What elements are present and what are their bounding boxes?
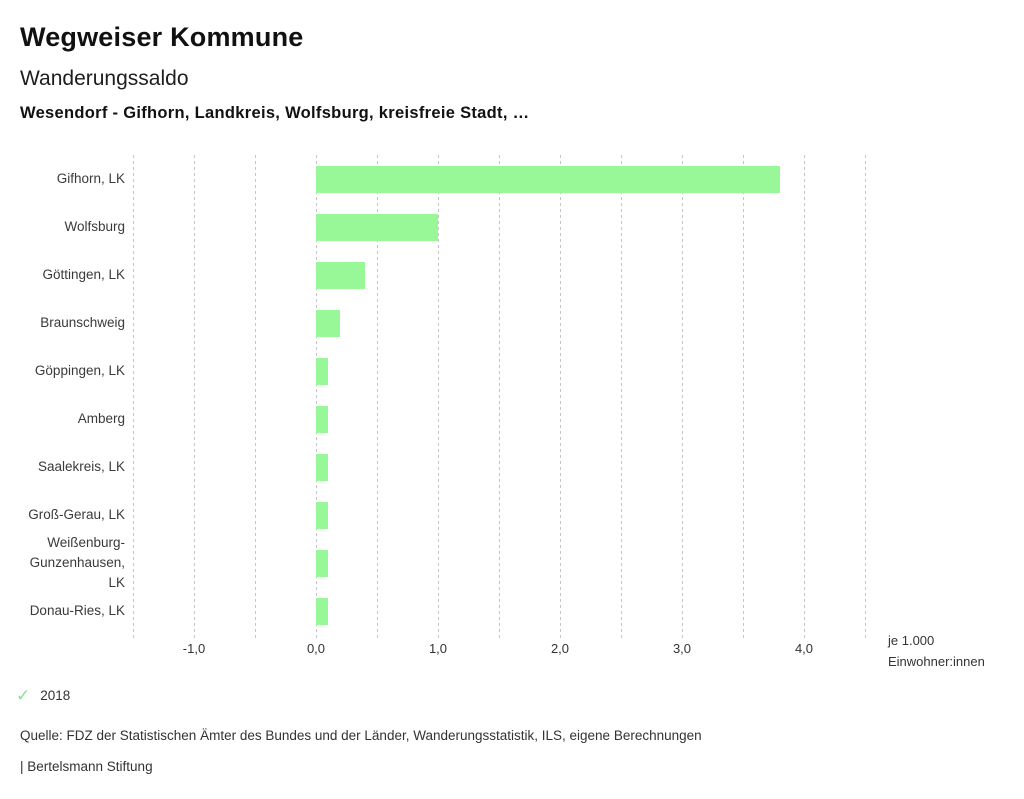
gridline [499, 155, 500, 638]
legend-item-2018[interactable]: ✓ 2018 [16, 687, 70, 704]
x-tick-label: 0,0 [306, 641, 326, 656]
bar[interactable] [316, 309, 341, 337]
x-tick-label: 1,0 [428, 641, 448, 656]
gridline [194, 155, 195, 638]
bar[interactable] [316, 453, 329, 481]
checkmark-icon: ✓ [16, 686, 31, 705]
category-label: Groß-Gerau, LK [28, 507, 125, 522]
gridline [133, 155, 134, 638]
x-tick-label: 2,0 [550, 641, 570, 656]
category-label: Göttingen, LK [42, 267, 125, 282]
x-axis-unit-line1: je 1.000 [888, 633, 935, 648]
gridline [682, 155, 683, 638]
gridline [560, 155, 561, 638]
category-label: Wolfsburg [64, 219, 125, 234]
category-label: Weißenburg-Gunzenhausen, LK [29, 535, 125, 590]
gridline [865, 155, 866, 638]
bar[interactable] [316, 549, 329, 577]
gridline [377, 155, 378, 638]
x-axis-unit-label: je 1.000 Einwohner:innen [888, 630, 985, 672]
chart-subtitle: Wesendorf - Gifhorn, Landkreis, Wolfsbur… [20, 104, 530, 122]
gridline [255, 155, 256, 638]
category-label: Saalekreis, LK [37, 459, 125, 474]
bar[interactable] [316, 261, 365, 289]
x-tick-label: 4,0 [794, 641, 814, 656]
category-label: Amberg [77, 411, 125, 426]
x-axis-unit-line2: Einwohner:innen [888, 654, 985, 669]
gridline [316, 155, 317, 638]
gridline [743, 155, 744, 638]
source-text: Quelle: FDZ der Statistischen Ämter des … [20, 728, 702, 743]
bar[interactable] [316, 501, 329, 529]
gridline [438, 155, 439, 638]
category-label: Donau-Ries, LK [29, 603, 125, 618]
page-title: Wegweiser Kommune [20, 22, 304, 52]
gridline [804, 155, 805, 638]
category-label: Braunschweig [40, 315, 125, 330]
bar[interactable] [316, 357, 329, 385]
x-tick-label: -1,0 [182, 641, 206, 656]
bar[interactable] [316, 597, 329, 625]
category-label: Göppingen, LK [34, 363, 125, 378]
category-label: Gifhorn, LK [56, 171, 125, 186]
gridline [621, 155, 622, 638]
chart-title: Wanderungssaldo [20, 67, 189, 90]
bar[interactable] [316, 405, 329, 433]
bar[interactable] [316, 165, 780, 193]
bar[interactable] [316, 213, 438, 241]
x-tick-label: 3,0 [672, 641, 692, 656]
legend-year-label: 2018 [40, 688, 71, 703]
attribution-text: | Bertelsmann Stiftung [20, 759, 153, 774]
